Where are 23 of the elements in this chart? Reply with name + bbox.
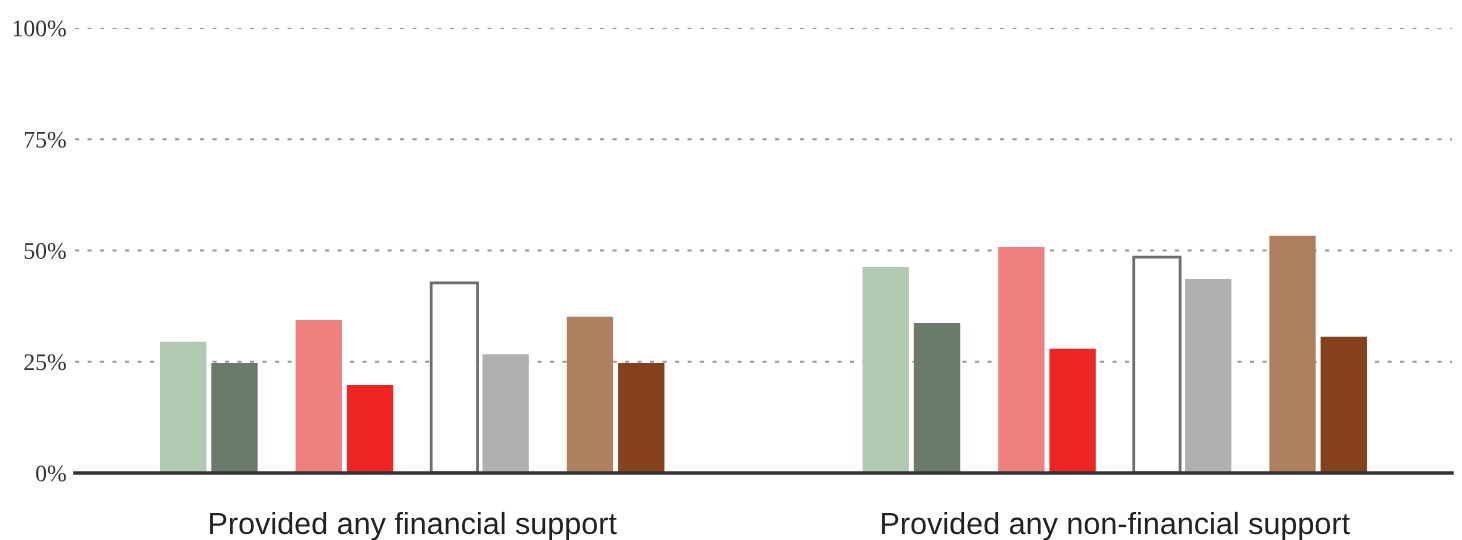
bar [1320, 336, 1367, 473]
bar [1269, 235, 1316, 473]
bar [913, 323, 961, 473]
x-tick-label: Provided any non-financial support [882, 511, 1350, 540]
y-tick-label: 100% [13, 20, 66, 37]
bar [618, 363, 665, 473]
bar [1132, 255, 1182, 473]
bar [566, 316, 614, 473]
bar [160, 341, 207, 473]
y-tick-label: 25% [24, 354, 66, 371]
bar [862, 266, 909, 473]
bar [1049, 348, 1096, 473]
bar [295, 319, 342, 473]
x-tick-label: Provided any financial support [210, 511, 617, 540]
bar [211, 363, 258, 473]
bar [1185, 278, 1232, 473]
y-tick-label: 0% [36, 465, 66, 482]
bar [346, 384, 394, 473]
bar [998, 246, 1045, 473]
y-tick-label: 75% [24, 131, 66, 148]
bar [482, 354, 529, 473]
bar [429, 281, 479, 473]
y-tick-label: 50% [24, 242, 66, 259]
